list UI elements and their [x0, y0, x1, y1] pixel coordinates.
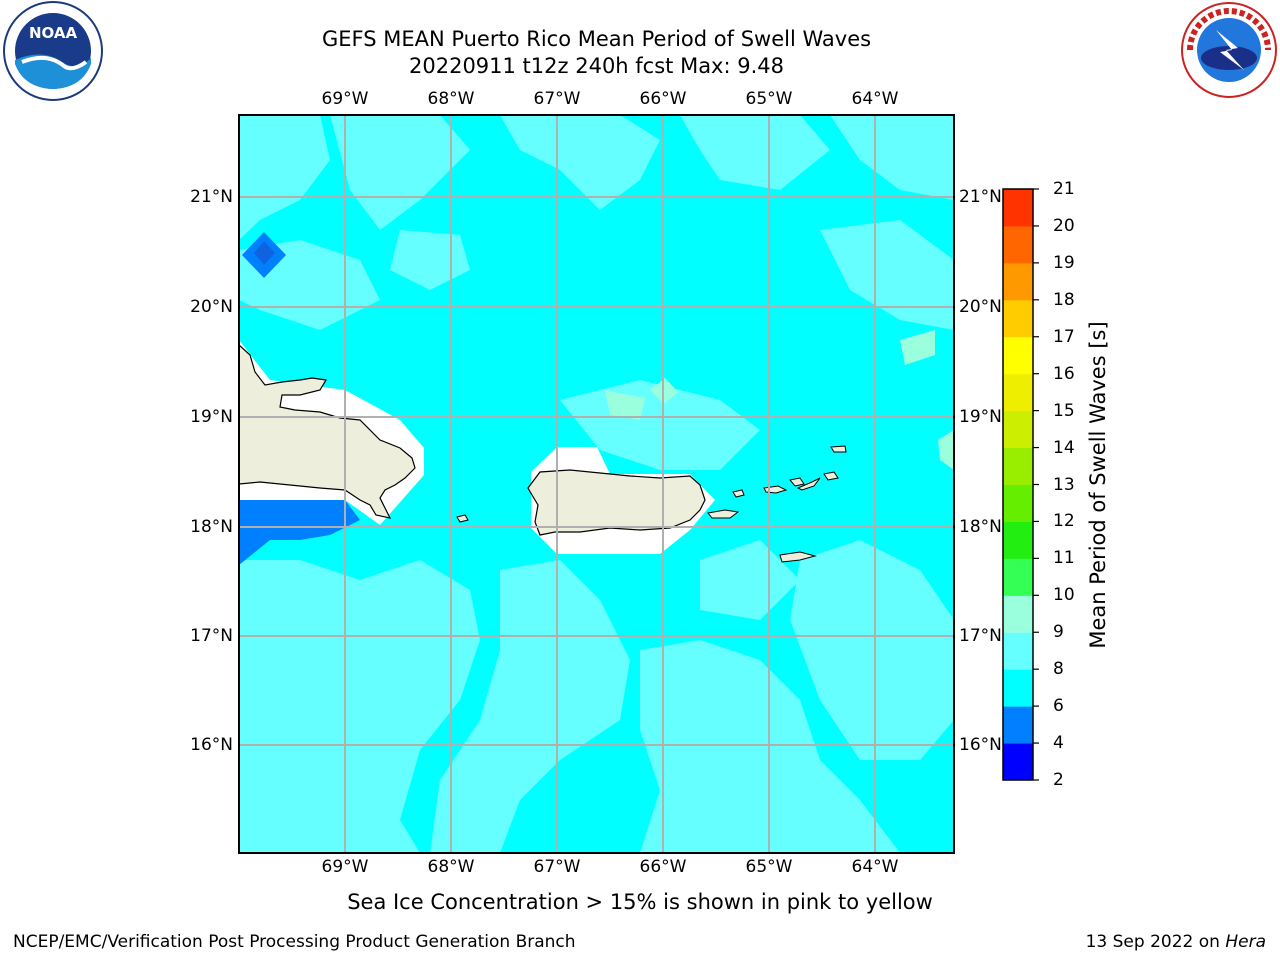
- lat-label-right: 16°N: [959, 735, 1002, 755]
- lat-label-right: 17°N: [959, 626, 1002, 646]
- colorbar-segment: [1003, 373, 1033, 412]
- colorbar-segment: [1003, 299, 1033, 338]
- lat-label-left: 17°N: [190, 626, 233, 646]
- title-line-1: GEFS MEAN Puerto Rico Mean Period of Swe…: [321, 27, 872, 51]
- colorbar-level-label: 10: [1053, 585, 1075, 606]
- colorbar-title: Mean Period of Swell Waves [s]: [1086, 321, 1110, 649]
- noaa-logo-icon: NOAA: [3, 1, 103, 101]
- colorbar-level-label: 21: [1053, 179, 1075, 199]
- subtitle: Sea Ice Concentration > 15% is shown in …: [347, 890, 933, 914]
- lon-label-bottom: 64°W: [851, 857, 899, 877]
- lat-label-left: 16°N: [190, 735, 233, 755]
- colorbar-level-label: 11: [1053, 548, 1075, 569]
- colorbar-segment: [1003, 558, 1033, 596]
- lon-label-top: 68°W: [427, 89, 475, 109]
- lon-label-bottom: 67°W: [533, 857, 581, 877]
- colorbar-segment: [1003, 632, 1033, 670]
- map-frame: [238, 114, 955, 854]
- title-line-2: 20220911 t12z 240h fcst Max: 9.48: [409, 54, 784, 78]
- lon-label-top: 64°W: [851, 89, 899, 109]
- swell-4-6-region: [254, 241, 275, 265]
- nws-logo-icon: [1181, 2, 1277, 98]
- footer-credit: NCEP/EMC/Verification Post Processing Pr…: [13, 932, 576, 952]
- lat-label-right: 21°N: [959, 187, 1002, 207]
- colorbar-segment: [1003, 484, 1033, 522]
- lon-label-bottom: 66°W: [639, 857, 687, 877]
- lon-label-top: 66°W: [639, 89, 687, 109]
- lat-label-left: 20°N: [190, 297, 233, 317]
- lat-label-right: 20°N: [959, 297, 1002, 317]
- colorbar-level-label: 8: [1053, 659, 1064, 680]
- colorbar-level-label: 16: [1053, 363, 1075, 384]
- colorbar-level-label: 6: [1053, 696, 1064, 717]
- colorbar-segment: [1003, 262, 1033, 301]
- colorbar-level-label: 15: [1053, 400, 1075, 421]
- footer-date-text: 13 Sep 2022 on: [1085, 932, 1226, 952]
- colorbar-segment: [1003, 447, 1033, 485]
- lat-label-right: 18°N: [959, 517, 1002, 537]
- lat-label-left: 19°N: [190, 407, 233, 427]
- colorbar-segment: [1003, 706, 1033, 744]
- colorbar-segment: [1003, 410, 1033, 449]
- lon-label-bottom: 68°W: [427, 857, 475, 877]
- colorbar-level-label: 9: [1053, 622, 1064, 643]
- colorbar-level-label: 12: [1053, 511, 1075, 532]
- lat-label-right: 19°N: [959, 407, 1002, 427]
- footer-date: 13 Sep 2022 on Hera: [1086, 932, 1266, 952]
- colorbar-level-label: 20: [1053, 215, 1075, 236]
- colorbar-level-label: 14: [1053, 437, 1075, 458]
- colorbar-level-label: 19: [1053, 252, 1075, 273]
- lon-label-top: 67°W: [533, 89, 581, 109]
- lon-label-top: 69°W: [321, 89, 369, 109]
- colorbar-level-label: 13: [1053, 474, 1075, 495]
- small-islands: [456, 445, 847, 563]
- colorbar-level-label: 17: [1053, 326, 1075, 347]
- lat-label-left: 18°N: [190, 517, 233, 537]
- colorbar-level-label: 18: [1053, 289, 1075, 310]
- colorbar-segment: [1003, 595, 1033, 633]
- hispaniola-land: [239, 344, 416, 519]
- colorbar-segment: [1003, 743, 1033, 781]
- lon-label-bottom: 69°W: [321, 857, 369, 877]
- lon-label-bottom: 65°W: [745, 857, 793, 877]
- lat-label-left: 21°N: [190, 187, 233, 207]
- colorbar-segment: [1003, 225, 1033, 264]
- svg-text:NOAA: NOAA: [29, 24, 78, 42]
- colorbar-level-label: 4: [1053, 733, 1064, 754]
- colorbar-level-label: 2: [1053, 770, 1064, 790]
- map-grid: [239, 115, 954, 853]
- lon-label-top: 65°W: [745, 89, 793, 109]
- colorbar-segment: [1003, 336, 1033, 375]
- swell-9-10-region: [605, 330, 954, 470]
- colorbar-segment: [1003, 521, 1033, 559]
- colorbar-segment: [1003, 669, 1033, 707]
- footer-host: Hera: [1225, 932, 1266, 952]
- colorbar-segment: [1003, 189, 1033, 227]
